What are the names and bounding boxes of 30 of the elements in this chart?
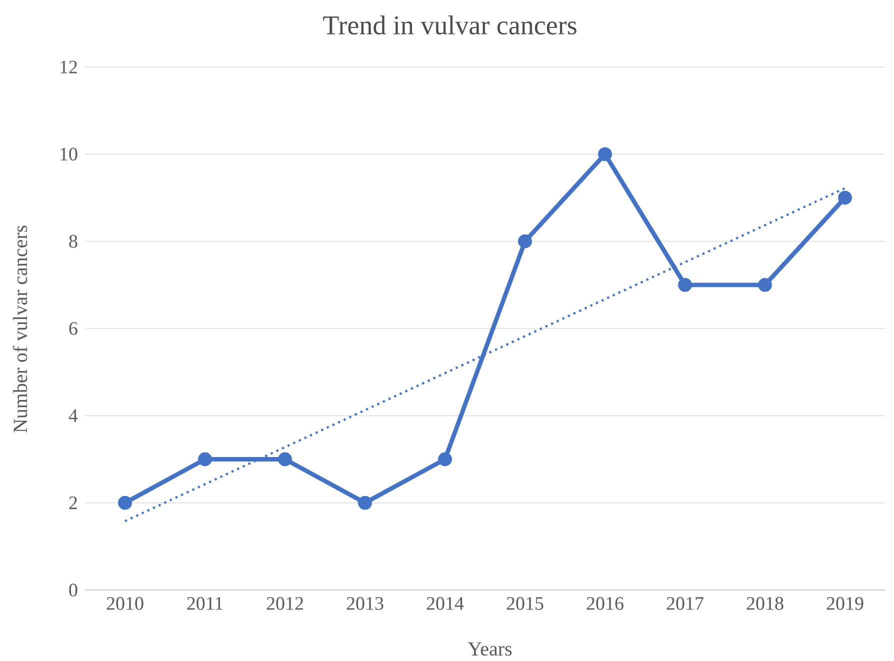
x-tick-label: 2013 [346, 597, 384, 610]
point [118, 496, 132, 510]
x-tick-label: 2011 [187, 597, 222, 610]
x-tick-label: 2010 [106, 597, 144, 610]
x-tick-label: 2016 [586, 597, 624, 610]
point [758, 278, 772, 292]
point [438, 452, 452, 466]
point [358, 496, 372, 510]
point [198, 452, 212, 466]
y-tick-label: 4 [68, 409, 78, 422]
y-tick-label: 8 [69, 234, 78, 248]
point [518, 234, 532, 248]
y-tick-label: 0 [69, 584, 78, 596]
y-tick-label: 6 [69, 322, 78, 335]
point [838, 190, 852, 205]
x-tick-label: 2017 [666, 597, 704, 610]
x-tick-label: 2012 [266, 597, 303, 610]
y-tick-label: 12 [60, 60, 77, 74]
x-tick-label: 2019 [826, 597, 864, 610]
y-axis-title: Number of vulvar cancers [12, 226, 28, 433]
x-tick-label: 2018 [746, 597, 784, 610]
point [598, 147, 612, 162]
point [678, 278, 692, 292]
x-tick-label: 2014 [426, 597, 464, 610]
point [278, 452, 292, 466]
x-tick-label: 2015 [506, 597, 544, 610]
y-tick-label: 2 [69, 496, 77, 510]
x-axis-title: Years [468, 642, 512, 656]
chart-title: Trend in vulvar cancers [323, 16, 576, 34]
y-tick-label: 10 [60, 148, 78, 161]
